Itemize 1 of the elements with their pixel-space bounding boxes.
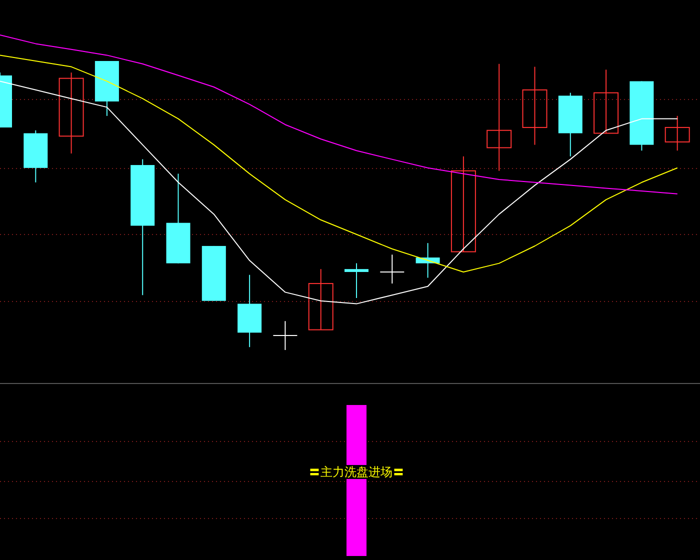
annotation: 〓主力洗盘进场〓 <box>308 465 404 479</box>
